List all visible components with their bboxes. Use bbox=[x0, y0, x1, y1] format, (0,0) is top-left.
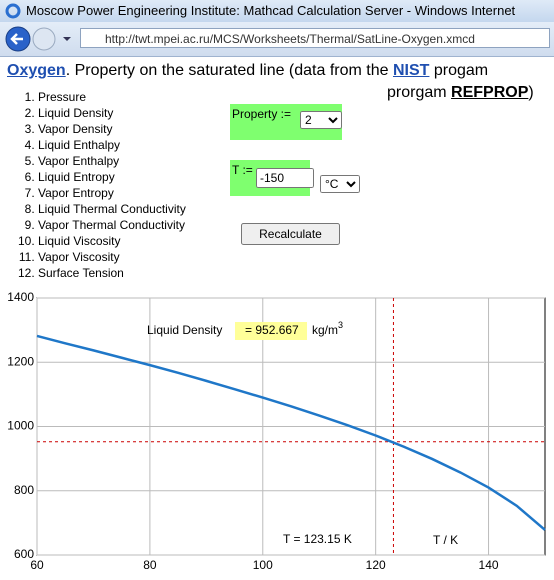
property-label: Property := bbox=[232, 107, 292, 121]
property-item: Vapor Thermal Conductivity bbox=[38, 217, 186, 233]
url-field[interactable]: http://twt.mpei.ac.ru/MCS/Worksheets/The… bbox=[80, 28, 550, 48]
x-tick-label: 80 bbox=[143, 558, 157, 572]
cursor-value: = 952.667 bbox=[245, 323, 299, 337]
property-item: Liquid Entropy bbox=[38, 169, 186, 185]
property-item: Vapor Density bbox=[38, 121, 186, 137]
cursor-x-label: T = 123.15 K bbox=[283, 532, 352, 546]
x-tick-label: 100 bbox=[253, 558, 273, 572]
refprop-link[interactable]: REFPROP bbox=[451, 84, 529, 101]
heading: Oxygen. Property on the saturated line (… bbox=[7, 62, 488, 80]
property-item: Liquid Viscosity bbox=[38, 233, 186, 249]
nist-link[interactable]: NIST bbox=[392, 62, 430, 79]
unit: kg/m3 bbox=[312, 320, 343, 337]
property-box: Property := 2 bbox=[230, 104, 342, 140]
property-item: Vapor Enthalpy bbox=[38, 153, 186, 169]
property-select[interactable]: 2 bbox=[300, 111, 342, 129]
property-item: Vapor Viscosity bbox=[38, 249, 186, 265]
y-tick-label: 800 bbox=[14, 483, 34, 497]
value-highlight bbox=[235, 322, 307, 340]
x-axis-label: T / K bbox=[433, 533, 458, 547]
y-tick-label: 1000 bbox=[7, 419, 34, 433]
property-item: Surface Tension bbox=[38, 265, 186, 281]
property-list: PressureLiquid DensityVapor DensityLiqui… bbox=[0, 89, 186, 281]
y-tick-label: 1400 bbox=[7, 290, 34, 304]
property-item: Liquid Density bbox=[38, 105, 186, 121]
heading-text: ) bbox=[528, 84, 534, 101]
oxygen-link[interactable]: Oxygen bbox=[7, 62, 66, 79]
address-bar: http://twt.mpei.ac.ru/MCS/Worksheets/The… bbox=[0, 22, 554, 57]
t-box: T := bbox=[230, 160, 314, 196]
x-tick-label: 60 bbox=[30, 558, 44, 572]
property-item: Liquid Enthalpy bbox=[38, 137, 186, 153]
unit-select[interactable]: °C bbox=[320, 175, 360, 193]
heading-text: prorgam bbox=[387, 84, 452, 101]
title-bar: Moscow Power Engineering Institute: Math… bbox=[0, 0, 554, 40]
property-item: Vapor Entropy bbox=[38, 185, 186, 201]
y-tick-label: 600 bbox=[14, 547, 34, 561]
data-line bbox=[36, 334, 546, 531]
property-item: Pressure bbox=[38, 89, 186, 105]
x-tick-label: 120 bbox=[366, 558, 386, 572]
property-item: Liquid Thermal Conductivity bbox=[38, 201, 186, 217]
nav-buttons[interactable] bbox=[3, 24, 75, 54]
t-input[interactable] bbox=[256, 168, 314, 188]
heading-line-2: prorgam REFPROP) bbox=[387, 84, 534, 102]
unit-base: kg/m bbox=[312, 323, 338, 337]
t-label: T := bbox=[232, 163, 253, 177]
series-label: Liquid Density bbox=[147, 323, 222, 337]
heading-text: . Property on the saturated line (data f… bbox=[65, 62, 393, 79]
heading-text: progam bbox=[429, 62, 489, 79]
ie-icon bbox=[5, 3, 21, 19]
recalculate-button[interactable]: Recalculate bbox=[241, 223, 340, 245]
y-tick-label: 1200 bbox=[7, 354, 34, 368]
x-tick-label: 140 bbox=[479, 558, 499, 572]
chart: 600 800 1000 1200 1400 60 80 100 120 140 Liquid De… bbox=[7, 290, 546, 572]
url-text: http://twt.mpei.ac.ru/MCS/Worksheets/The… bbox=[105, 32, 475, 46]
unit-power: 3 bbox=[338, 320, 343, 330]
